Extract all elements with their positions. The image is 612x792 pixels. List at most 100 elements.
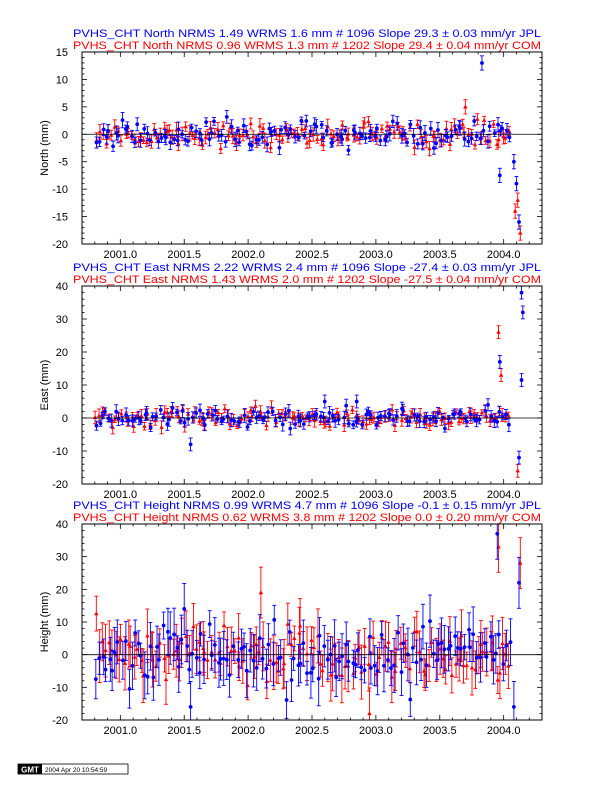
marker-triangle: [145, 633, 150, 638]
data-point: [390, 114, 395, 128]
data-point-outlier: [517, 214, 521, 230]
data-point: [286, 404, 291, 418]
marker-circle: [116, 133, 120, 138]
series-jpl: [94, 55, 521, 230]
y-tick-label: -20: [52, 239, 68, 251]
marker-circle: [324, 128, 329, 133]
data-point: [446, 626, 451, 672]
marker-triangle: [274, 131, 279, 136]
y-tick-label: 0: [62, 413, 68, 425]
marker-triangle: [464, 663, 469, 668]
data-point: [194, 624, 199, 674]
data-point: [350, 405, 355, 415]
marker-circle: [519, 290, 524, 295]
data-point: [135, 117, 140, 132]
x-tick-label: 2001.0: [104, 489, 138, 501]
data-point: [185, 135, 190, 147]
marker-triangle: [481, 117, 487, 122]
data-point: [260, 621, 266, 672]
data-point: [304, 114, 309, 128]
marker-circle: [280, 422, 285, 427]
data-point: [141, 136, 146, 144]
data-point: [351, 420, 356, 430]
marker-circle: [212, 643, 217, 647]
marker-circle: [436, 128, 440, 132]
data-point: [244, 125, 249, 138]
marker-circle: [466, 139, 471, 144]
y-tick-label: 30: [56, 314, 68, 326]
marker-circle: [360, 134, 364, 139]
y-tick-label: 10: [56, 74, 68, 86]
marker-circle: [401, 641, 406, 646]
marker-triangle: [257, 123, 263, 128]
marker-circle: [170, 405, 175, 410]
data-point: [240, 129, 246, 142]
marker-circle: [418, 125, 423, 130]
marker-triangle: [472, 142, 478, 147]
data-point: [168, 134, 173, 151]
marker-triangle: [412, 145, 417, 150]
marker-circle: [277, 145, 282, 150]
data-point: [101, 123, 106, 136]
marker-circle: [352, 130, 357, 135]
data-point: [288, 124, 293, 134]
marker-triangle: [389, 674, 395, 679]
data-point-outlier: [258, 566, 264, 619]
x-tick-label: 2002.5: [295, 725, 329, 737]
marker-circle: [186, 416, 191, 421]
data-point: [422, 125, 427, 142]
data-point: [405, 138, 410, 147]
marker-triangle: [346, 417, 351, 422]
marker-triangle: [397, 129, 402, 134]
marker-triangle: [449, 127, 454, 132]
marker-triangle: [292, 636, 297, 641]
marker-triangle: [103, 648, 108, 653]
data-point: [270, 406, 275, 417]
data-point: [142, 422, 147, 431]
marker-circle: [298, 661, 303, 666]
marker-triangle: [364, 421, 369, 426]
data-point: [471, 409, 477, 418]
data-point: [417, 414, 422, 429]
marker-circle: [260, 135, 265, 140]
marker-circle: [232, 419, 237, 423]
marker-circle: [103, 667, 108, 672]
marker-circle: [138, 419, 143, 423]
marker-triangle: [139, 413, 144, 418]
marker-triangle: [221, 623, 227, 628]
marker-circle: [212, 119, 216, 124]
marker-circle: [471, 632, 476, 637]
marker-circle: [266, 410, 270, 415]
data-point: [277, 140, 282, 155]
marker-triangle: [183, 124, 188, 129]
data-point: [477, 415, 482, 425]
marker-triangle: [362, 643, 367, 648]
x-tick-label: 2002.5: [295, 489, 329, 501]
data-point: [229, 119, 234, 135]
marker-circle: [366, 409, 371, 414]
data-point-outlier: [517, 450, 521, 465]
data-point: [283, 121, 288, 134]
marker-circle: [354, 420, 359, 424]
marker-triangle: [424, 139, 429, 144]
data-point: [298, 643, 303, 684]
marker-triangle: [245, 683, 250, 688]
data-point: [144, 137, 150, 148]
marker-circle: [478, 655, 483, 660]
marker-triangle: [268, 145, 273, 150]
data-point: [102, 407, 107, 416]
data-point: [428, 414, 433, 424]
marker-triangle: [449, 672, 455, 677]
data-point: [212, 117, 217, 126]
marker-circle: [260, 656, 265, 661]
marker-circle: [445, 135, 450, 140]
marker-circle: [242, 644, 246, 649]
marker-circle: [346, 421, 351, 426]
marker-triangle: [469, 665, 475, 670]
marker-triangle: [268, 657, 273, 662]
marker-circle: [374, 423, 379, 428]
data-point: [281, 638, 287, 689]
y-tick-label: -15: [52, 212, 68, 224]
marker-circle: [354, 399, 359, 404]
marker-circle: [180, 409, 185, 413]
